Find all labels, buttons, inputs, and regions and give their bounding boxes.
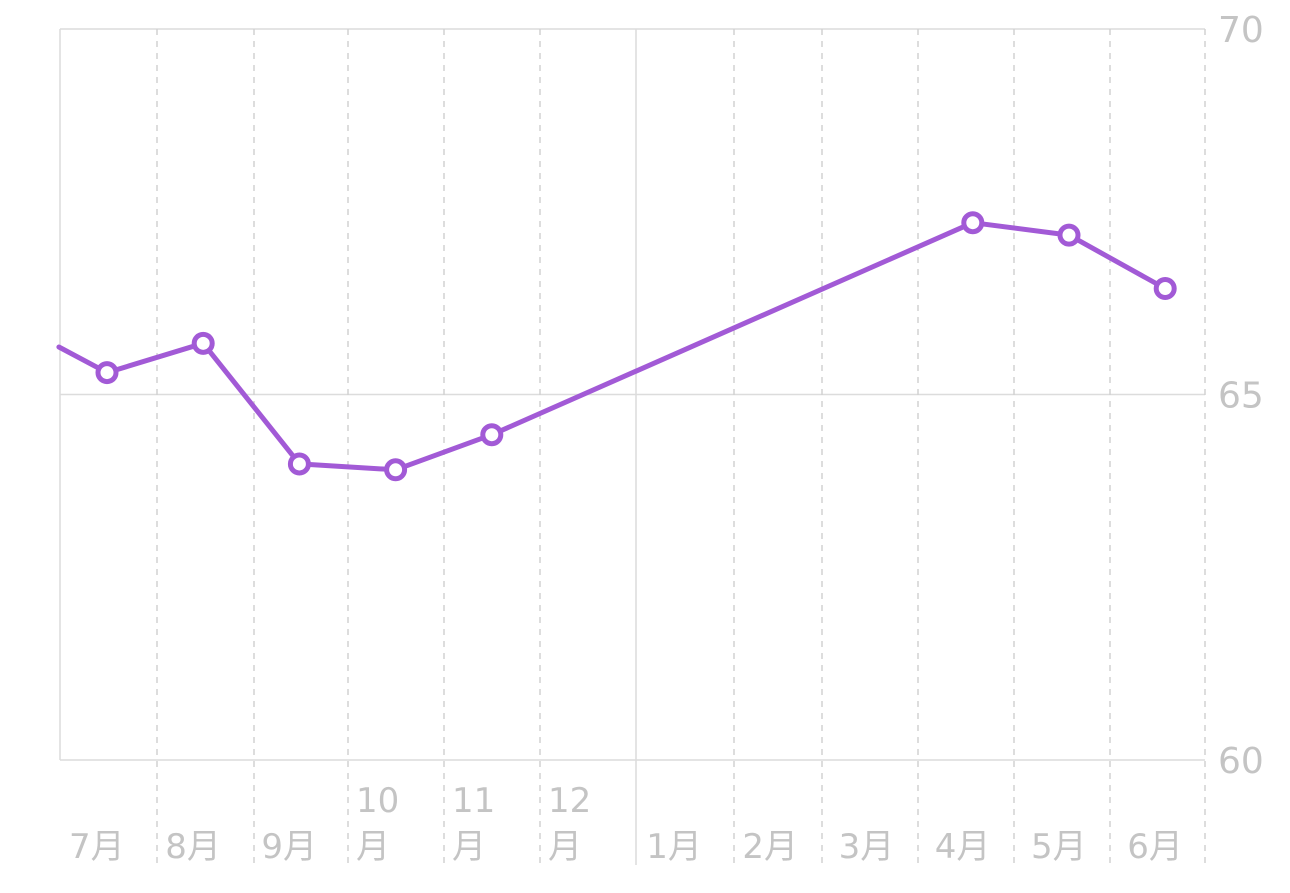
x-tick-label: 10 月	[356, 781, 399, 867]
data-point[interactable]	[287, 452, 311, 476]
data-point[interactable]	[95, 361, 119, 385]
y-tick-label: 60	[1218, 741, 1264, 782]
x-tick-label: 4月	[935, 827, 991, 867]
series-line	[56, 220, 1168, 473]
data-point[interactable]	[1153, 277, 1177, 301]
y-axis: 70 65 60	[1218, 10, 1264, 782]
x-tick-label: 12 月	[548, 781, 591, 867]
x-tick-label: 7月	[69, 827, 125, 867]
x-tick-label: 11 月	[452, 781, 495, 867]
x-tick-label: 8月	[165, 827, 221, 867]
grid	[59, 28, 1206, 865]
x-tick-label: 3月	[839, 827, 895, 867]
data-point[interactable]	[191, 331, 215, 355]
series-layer	[56, 211, 1177, 482]
data-point[interactable]	[1057, 223, 1081, 247]
x-tick-label: 2月	[742, 827, 798, 867]
x-axis: 7月 8月 9月 10 月 11 月 12 月 1月 2月 3月 4月 5月 6月	[69, 781, 1183, 867]
data-point[interactable]	[961, 211, 985, 235]
y-tick-label: 65	[1218, 376, 1264, 417]
y-tick-label: 70	[1218, 10, 1264, 51]
x-tick-label: 1月	[646, 827, 702, 867]
x-tick-label: 9月	[261, 827, 317, 867]
data-point[interactable]	[384, 458, 408, 482]
data-point[interactable]	[480, 423, 504, 447]
x-tick-label: 5月	[1031, 827, 1087, 867]
x-tick-label: 6月	[1127, 827, 1183, 867]
